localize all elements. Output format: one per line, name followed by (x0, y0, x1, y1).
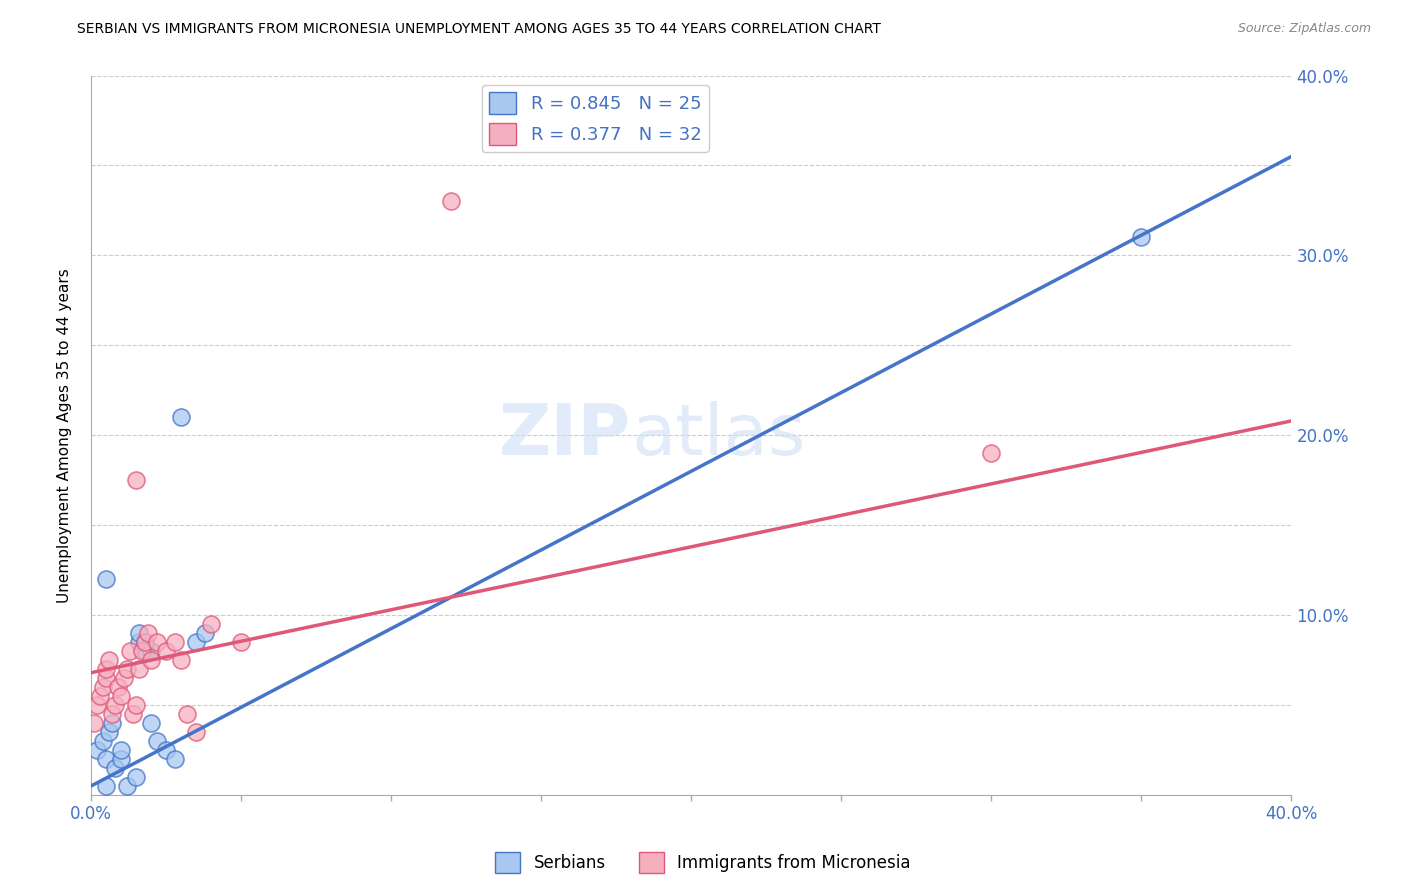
Point (980, 446, 1002, 460)
Point (94, 752, 117, 766)
Point (94, 662, 117, 676)
Point (170, 653, 193, 667)
Point (184, 635, 207, 649)
Point (125, 473, 148, 487)
Point (104, 761, 127, 775)
Point (101, 707, 124, 722)
Point (83, 716, 105, 731)
Text: ZIP: ZIP (499, 401, 631, 470)
Legend: Serbians, Immigrants from Micronesia: Serbians, Immigrants from Micronesia (488, 846, 918, 880)
Point (110, 752, 132, 766)
Point (176, 707, 198, 722)
Point (170, 410, 193, 425)
Point (128, 626, 150, 640)
Point (139, 716, 162, 731)
Point (89, 689, 111, 703)
Point (128, 635, 150, 649)
Point (118, 644, 141, 658)
Text: atlas: atlas (631, 401, 806, 470)
Point (200, 617, 222, 632)
Point (163, 635, 186, 649)
Point (110, 743, 132, 757)
Point (122, 707, 145, 722)
Point (128, 662, 150, 676)
Point (136, 626, 159, 640)
Point (184, 725, 207, 739)
Point (229, 635, 252, 649)
Point (97, 725, 120, 739)
Point (194, 626, 217, 640)
Point (110, 689, 132, 703)
Point (104, 698, 127, 712)
Point (163, 752, 186, 766)
Point (115, 779, 138, 793)
Text: Source: ZipAtlas.com: Source: ZipAtlas.com (1237, 22, 1371, 36)
Point (125, 770, 148, 784)
Point (155, 644, 177, 658)
Point (146, 734, 169, 748)
Point (91, 734, 114, 748)
Point (1130, 230, 1153, 244)
Y-axis label: Unemployment Among Ages 35 to 44 years: Unemployment Among Ages 35 to 44 years (58, 268, 72, 603)
Point (101, 716, 124, 731)
Point (125, 698, 148, 712)
Point (112, 671, 135, 685)
Point (107, 680, 129, 694)
Point (440, 194, 463, 209)
Point (134, 635, 156, 649)
Point (97, 653, 120, 667)
Legend: R = 0.845   N = 25, R = 0.377   N = 32: R = 0.845 N = 25, R = 0.377 N = 32 (482, 85, 709, 152)
Point (131, 644, 153, 658)
Point (134, 644, 156, 658)
Point (94, 779, 117, 793)
Point (139, 644, 162, 658)
Point (134, 635, 156, 649)
Point (94, 671, 117, 685)
Point (91, 680, 114, 694)
Point (94, 572, 117, 586)
Point (115, 662, 138, 676)
Point (146, 635, 169, 649)
Point (139, 653, 162, 667)
Point (86, 698, 108, 712)
Point (86, 743, 108, 757)
Point (155, 743, 177, 757)
Text: SERBIAN VS IMMIGRANTS FROM MICRONESIA UNEMPLOYMENT AMONG AGES 35 TO 44 YEARS COR: SERBIAN VS IMMIGRANTS FROM MICRONESIA UN… (77, 22, 882, 37)
